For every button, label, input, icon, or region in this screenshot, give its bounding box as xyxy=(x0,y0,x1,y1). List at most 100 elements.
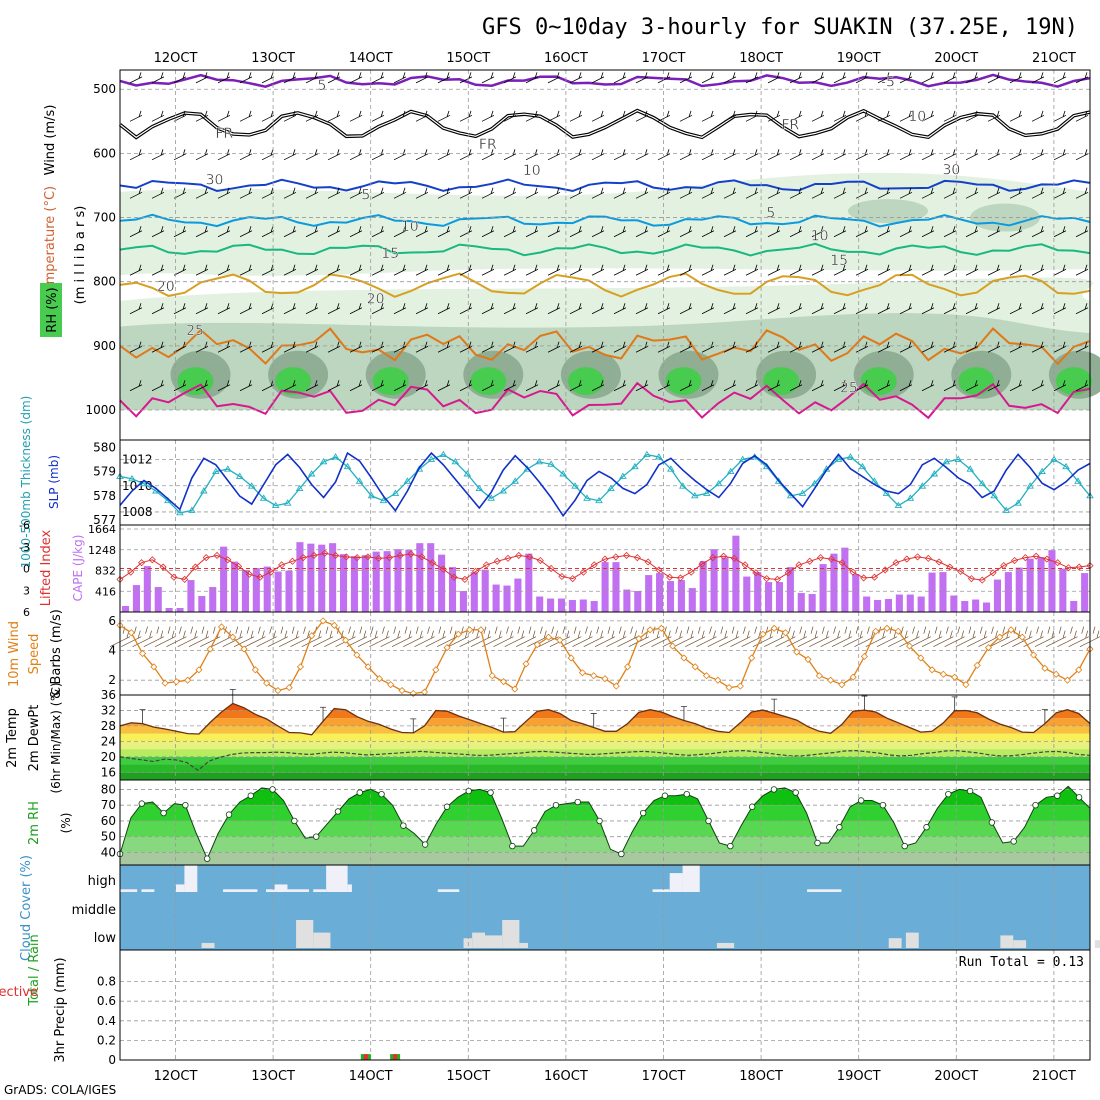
wind-barb xyxy=(547,264,561,276)
y-tick-label: 0 xyxy=(108,1053,116,1067)
cape-bar xyxy=(350,556,358,612)
top-date-label: 16OCT xyxy=(544,51,588,66)
top-date-axis: 12OCT 13OCT 14OCT 15OCT 16OCT 17OCT 18OCT 19OCT… xyxy=(154,51,1076,66)
wind-barb xyxy=(349,303,363,315)
wind-speed-point xyxy=(984,644,993,652)
wind-barb xyxy=(1009,110,1023,122)
rh-point xyxy=(683,790,690,798)
wind-speed-point xyxy=(928,666,936,674)
y-axis-label-barbs: & Barbs (m/s) xyxy=(49,609,64,699)
wind-barb xyxy=(833,303,847,315)
cape-tick-label: 416 xyxy=(95,585,116,598)
cape-bar xyxy=(743,576,751,612)
wind-speed-point xyxy=(308,632,316,640)
cape-bar xyxy=(416,543,424,612)
cape-bar xyxy=(677,580,685,612)
wind-barb xyxy=(459,110,473,122)
wind-barb xyxy=(151,226,165,238)
wind-barb xyxy=(789,226,803,238)
wind-barb xyxy=(943,149,957,161)
wind-barb xyxy=(569,303,583,315)
cape-bar xyxy=(154,587,162,612)
lifted-index-point xyxy=(806,557,814,565)
rh-band xyxy=(120,852,1090,865)
wind-barb xyxy=(1031,380,1045,392)
thickness-point xyxy=(511,477,519,484)
wind-barb xyxy=(789,380,803,392)
wind-barb xyxy=(899,226,913,238)
wind-barb xyxy=(151,303,165,315)
wind-barb xyxy=(459,72,473,84)
contour-label: FR xyxy=(215,126,233,142)
rh-point xyxy=(552,801,560,809)
rh-point xyxy=(574,798,581,806)
wind-barb xyxy=(349,341,363,353)
bottom-date-label: 17OCT xyxy=(642,1069,686,1084)
wind-barb xyxy=(789,303,803,315)
wind-barb xyxy=(547,149,561,161)
wind-barb xyxy=(811,341,825,353)
bottom-date-label: 15OCT xyxy=(446,1069,490,1084)
wind-barb xyxy=(591,226,605,238)
rh-point xyxy=(836,824,843,831)
lifted-index-point xyxy=(816,554,825,562)
wind-barb xyxy=(195,226,209,238)
wind-barb xyxy=(173,303,187,315)
wind-barb xyxy=(371,110,385,122)
rh-point xyxy=(770,786,778,793)
wind-barb xyxy=(305,264,319,276)
wind-barb xyxy=(239,226,253,238)
wind-barb xyxy=(217,149,231,161)
wind-barb xyxy=(393,187,407,199)
wind-speed-point xyxy=(511,685,519,693)
thickness-point xyxy=(391,489,400,496)
wind-speed-point xyxy=(748,654,756,662)
cape-bar xyxy=(514,578,522,612)
cape-bar xyxy=(1015,567,1023,612)
cloud-bar-low xyxy=(485,935,503,948)
lifted-index-point xyxy=(827,555,835,563)
lifted-index-point xyxy=(127,568,135,576)
wind-barb-10m xyxy=(256,626,277,647)
wind-barb xyxy=(151,341,165,353)
lifted-index-point xyxy=(612,553,620,561)
wind-barb xyxy=(1075,187,1089,199)
wind-barb xyxy=(503,380,517,392)
temp-minmax-whisker xyxy=(771,698,778,714)
wind-barb xyxy=(151,187,165,199)
wind-barb xyxy=(943,226,957,238)
cape-bar xyxy=(1004,572,1012,612)
wind-barb xyxy=(459,264,473,276)
rh-point xyxy=(618,850,625,858)
temp-minmax-whisker xyxy=(680,706,687,721)
wind-barb xyxy=(789,110,803,122)
wind-barb xyxy=(503,303,517,315)
cloud-bar-high xyxy=(347,884,352,892)
lifted-index-point xyxy=(719,552,728,560)
lifted-index-point xyxy=(256,573,264,581)
wind-barb xyxy=(1053,72,1067,84)
wind-barb xyxy=(569,72,583,84)
wind-barb xyxy=(217,303,231,315)
wind-barb xyxy=(1075,264,1089,276)
wind-barb xyxy=(899,303,913,315)
contour-label: 30 xyxy=(943,162,961,178)
wind-barb xyxy=(503,264,517,276)
wind-barb xyxy=(789,264,803,276)
y-tick-label: 28 xyxy=(101,719,116,733)
wind-barb xyxy=(129,187,143,199)
wind-barb xyxy=(635,187,649,199)
thickness-point xyxy=(307,470,316,477)
lifted-index-point xyxy=(601,555,609,563)
wind-barb xyxy=(1009,303,1023,315)
cape-bar xyxy=(939,572,947,612)
rh-point xyxy=(966,787,974,795)
wind-barb xyxy=(1009,72,1023,84)
wind-barb xyxy=(525,187,539,199)
lifted-index-point xyxy=(892,559,900,567)
wind-barb xyxy=(547,303,561,315)
y-tick-label: 80 xyxy=(101,782,116,796)
lifted-index-point xyxy=(148,556,156,564)
wind-speed-point xyxy=(172,678,180,686)
wind-barb xyxy=(679,110,693,122)
